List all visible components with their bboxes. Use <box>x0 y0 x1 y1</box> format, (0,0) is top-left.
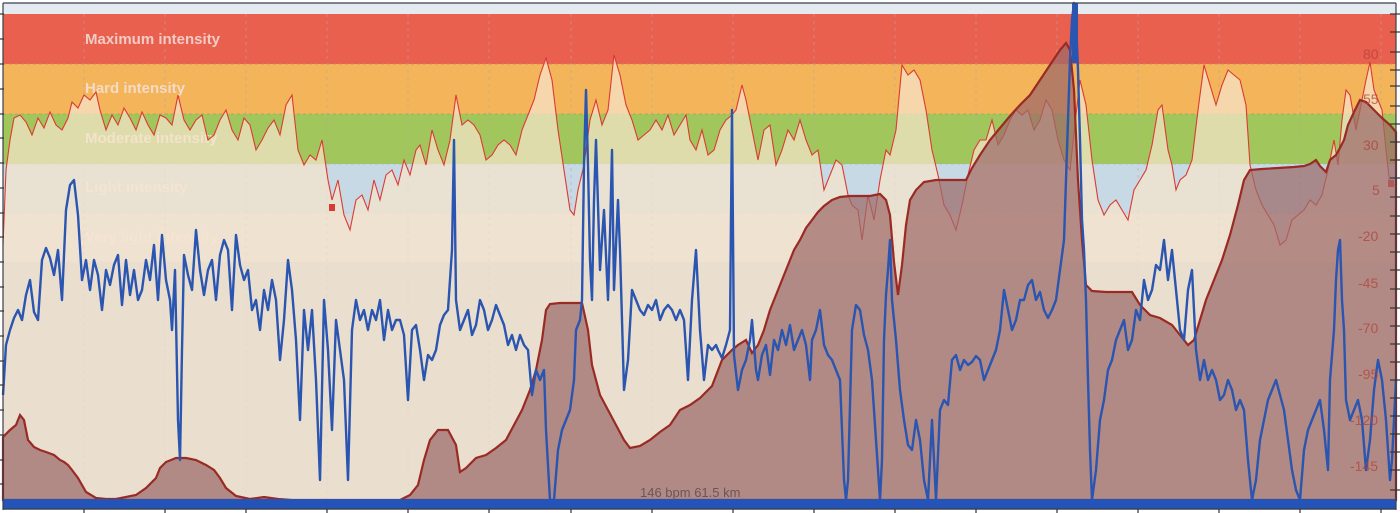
elevation-area <box>1 41 1398 502</box>
timeline-bar[interactable] <box>3 499 1396 509</box>
speed-peak <box>1072 3 1078 63</box>
tick-label: -145 <box>1350 458 1378 474</box>
zone-maximum <box>3 14 1396 64</box>
heart-rate-line <box>2 54 1396 246</box>
tick-label: -120 <box>1350 412 1378 428</box>
tick-label: 55 <box>1363 91 1379 107</box>
speed-line <box>1 1 1398 502</box>
tick-label: -20 <box>1358 228 1378 244</box>
zone-label-maximum: Maximum intensity <box>85 31 221 48</box>
right-axis-ticks <box>1390 13 1400 491</box>
top-margin <box>3 3 1396 14</box>
right-axis: 80 55 30 5 -20 -45 -70 -95 -120 -145 <box>1350 46 1380 474</box>
left-axis-ticks <box>0 13 4 485</box>
tick-label: 80 <box>1363 46 1379 62</box>
heart-rate-marker <box>329 204 335 211</box>
tick-label: 30 <box>1363 137 1379 153</box>
cursor-status: 146 bpm 61.5 km <box>640 485 740 500</box>
bottom-axis-ticks <box>83 509 1382 513</box>
tick-label: 5 <box>1372 182 1380 198</box>
zone-hard <box>3 64 1396 114</box>
tick-label: -45 <box>1358 275 1378 291</box>
tick-label: -95 <box>1358 366 1378 382</box>
tick-label: -70 <box>1358 320 1378 336</box>
zone-label-hard: Hard intensity <box>85 80 186 97</box>
